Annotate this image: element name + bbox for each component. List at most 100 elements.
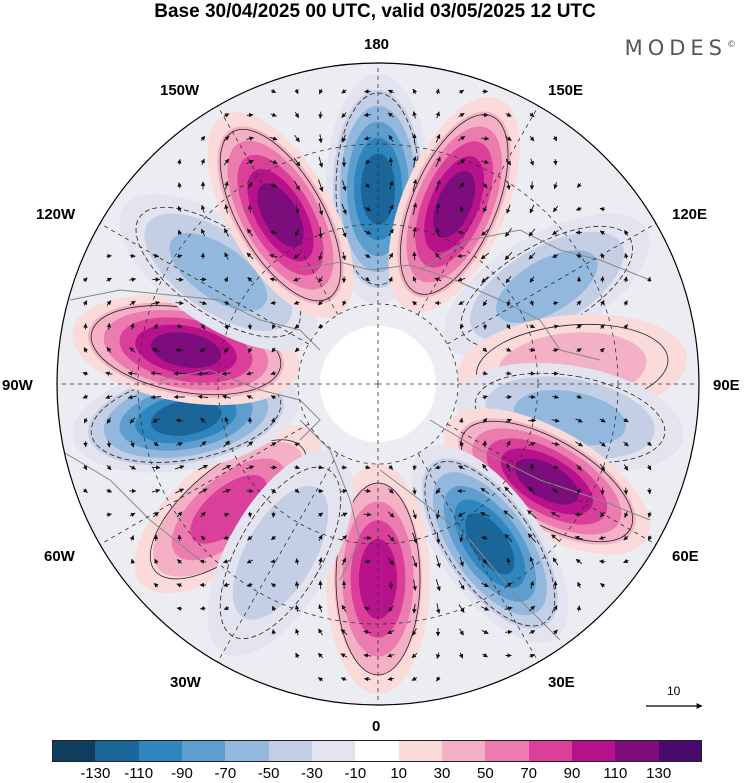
- wind-vector: [130, 440, 135, 448]
- wind-vector: [436, 652, 441, 659]
- wind-vector: [293, 157, 301, 167]
- wind-vector: [575, 206, 582, 211]
- wind-vector: [576, 324, 582, 329]
- graticule-layer: [57, 63, 699, 705]
- wind-vector: [294, 442, 301, 447]
- colorbar-segment: [268, 740, 313, 762]
- wind-vector: [318, 323, 324, 329]
- wind-vector: [387, 534, 395, 542]
- wind-vector: [130, 558, 136, 565]
- lon-label-150e: 150E: [548, 82, 584, 99]
- colorbar-tick-label: -50: [257, 765, 280, 782]
- chart-title: Base 30/04/2025 00 UTC, valid 03/05/2025…: [154, 1, 596, 22]
- wind-vector: [318, 179, 324, 192]
- wind-vector: [318, 88, 324, 95]
- wind-vector: [270, 300, 277, 306]
- colorbar-tick-label: -130: [80, 765, 111, 782]
- wind-vector: [106, 253, 112, 259]
- wind-vector: [153, 441, 159, 447]
- wind-vector: [364, 89, 371, 94]
- wind-vector: [317, 676, 323, 682]
- wind-vector: [576, 254, 582, 259]
- wind-vector: [246, 488, 254, 494]
- colorbar-segment: [95, 740, 140, 762]
- wind-vector: [435, 488, 441, 495]
- colorbar-segment: [355, 740, 400, 762]
- wind-vector: [175, 277, 184, 282]
- wind-vector: [435, 203, 441, 215]
- wind-vector: [342, 180, 347, 192]
- wind-vector: [269, 230, 277, 235]
- anomaly-contour: [465, 513, 515, 575]
- wind-vector: [200, 323, 206, 330]
- wind-vector: [365, 183, 370, 188]
- wind-vector: [505, 629, 513, 635]
- wind-vector: [177, 182, 182, 189]
- wind-vector: [341, 604, 347, 613]
- wind-vector: [247, 182, 253, 189]
- wind-vector: [223, 582, 230, 587]
- wind-vector: [175, 488, 185, 494]
- wind-vector: [270, 88, 277, 93]
- wind-vector: [623, 464, 629, 471]
- wind-vector: [269, 136, 278, 141]
- wind-vector: [552, 488, 559, 494]
- colorbar-segment: [658, 740, 703, 762]
- colorbar-tick-label: 130: [646, 765, 672, 782]
- brand-name: MODES: [624, 36, 727, 60]
- wind-vector: [223, 300, 230, 305]
- wind-vector: [153, 323, 158, 330]
- wind-vector: [412, 202, 418, 216]
- wind-vector: [106, 417, 112, 424]
- wind-vector: [504, 606, 513, 611]
- wind-vector: [247, 347, 253, 353]
- wind-vector: [82, 277, 88, 283]
- wind-vector: [174, 465, 185, 470]
- wind-vector: [623, 558, 629, 564]
- colorbar-border: [52, 740, 702, 762]
- meridian-line: [217, 453, 339, 663]
- wind-vector: [247, 228, 253, 237]
- wind-vector: [82, 371, 89, 377]
- wind-vector: [412, 628, 417, 636]
- wind-vector: [177, 229, 183, 236]
- wind-vector: [459, 89, 465, 95]
- wind-vector: [153, 511, 159, 518]
- wind-vector: [412, 603, 417, 614]
- wind-vector: [527, 510, 537, 519]
- meridian-line: [99, 223, 309, 345]
- wind-vector: [599, 441, 606, 447]
- wind-vector: [411, 676, 418, 681]
- wind-vector: [506, 181, 511, 190]
- wind-vector: [106, 347, 112, 353]
- wind-vector: [457, 159, 466, 165]
- wind-vector: [293, 253, 301, 259]
- wind-vector: [129, 417, 136, 424]
- wind-vector: [197, 371, 209, 376]
- wind-vector: [105, 394, 113, 399]
- wind-vector: [599, 511, 606, 518]
- wind-vector: [388, 252, 394, 260]
- wind-vector: [459, 556, 464, 567]
- colorbar-tick-label: -110: [124, 765, 154, 782]
- wind-vector: [575, 558, 583, 565]
- modes-logo: MODES©: [625, 36, 736, 60]
- meridian-line: [417, 453, 539, 663]
- wind-vector: [411, 652, 418, 659]
- wind-vector: [106, 440, 112, 448]
- wind-vector: [153, 253, 160, 259]
- wind-vector: [176, 324, 183, 329]
- wind-vector: [364, 276, 370, 282]
- wind-vector: [505, 136, 512, 141]
- wind-vector: [246, 136, 254, 141]
- wind-vector: [457, 136, 466, 141]
- wind-vector: [247, 535, 253, 541]
- wind-vector: [504, 486, 513, 496]
- wind-vector: [363, 136, 371, 141]
- wind-vector: [106, 277, 112, 283]
- wind-vector: [223, 136, 230, 141]
- wind-vector: [412, 555, 418, 568]
- wind-vector: [505, 418, 512, 423]
- wind-vector: [175, 418, 183, 423]
- wind-vector: [412, 156, 417, 168]
